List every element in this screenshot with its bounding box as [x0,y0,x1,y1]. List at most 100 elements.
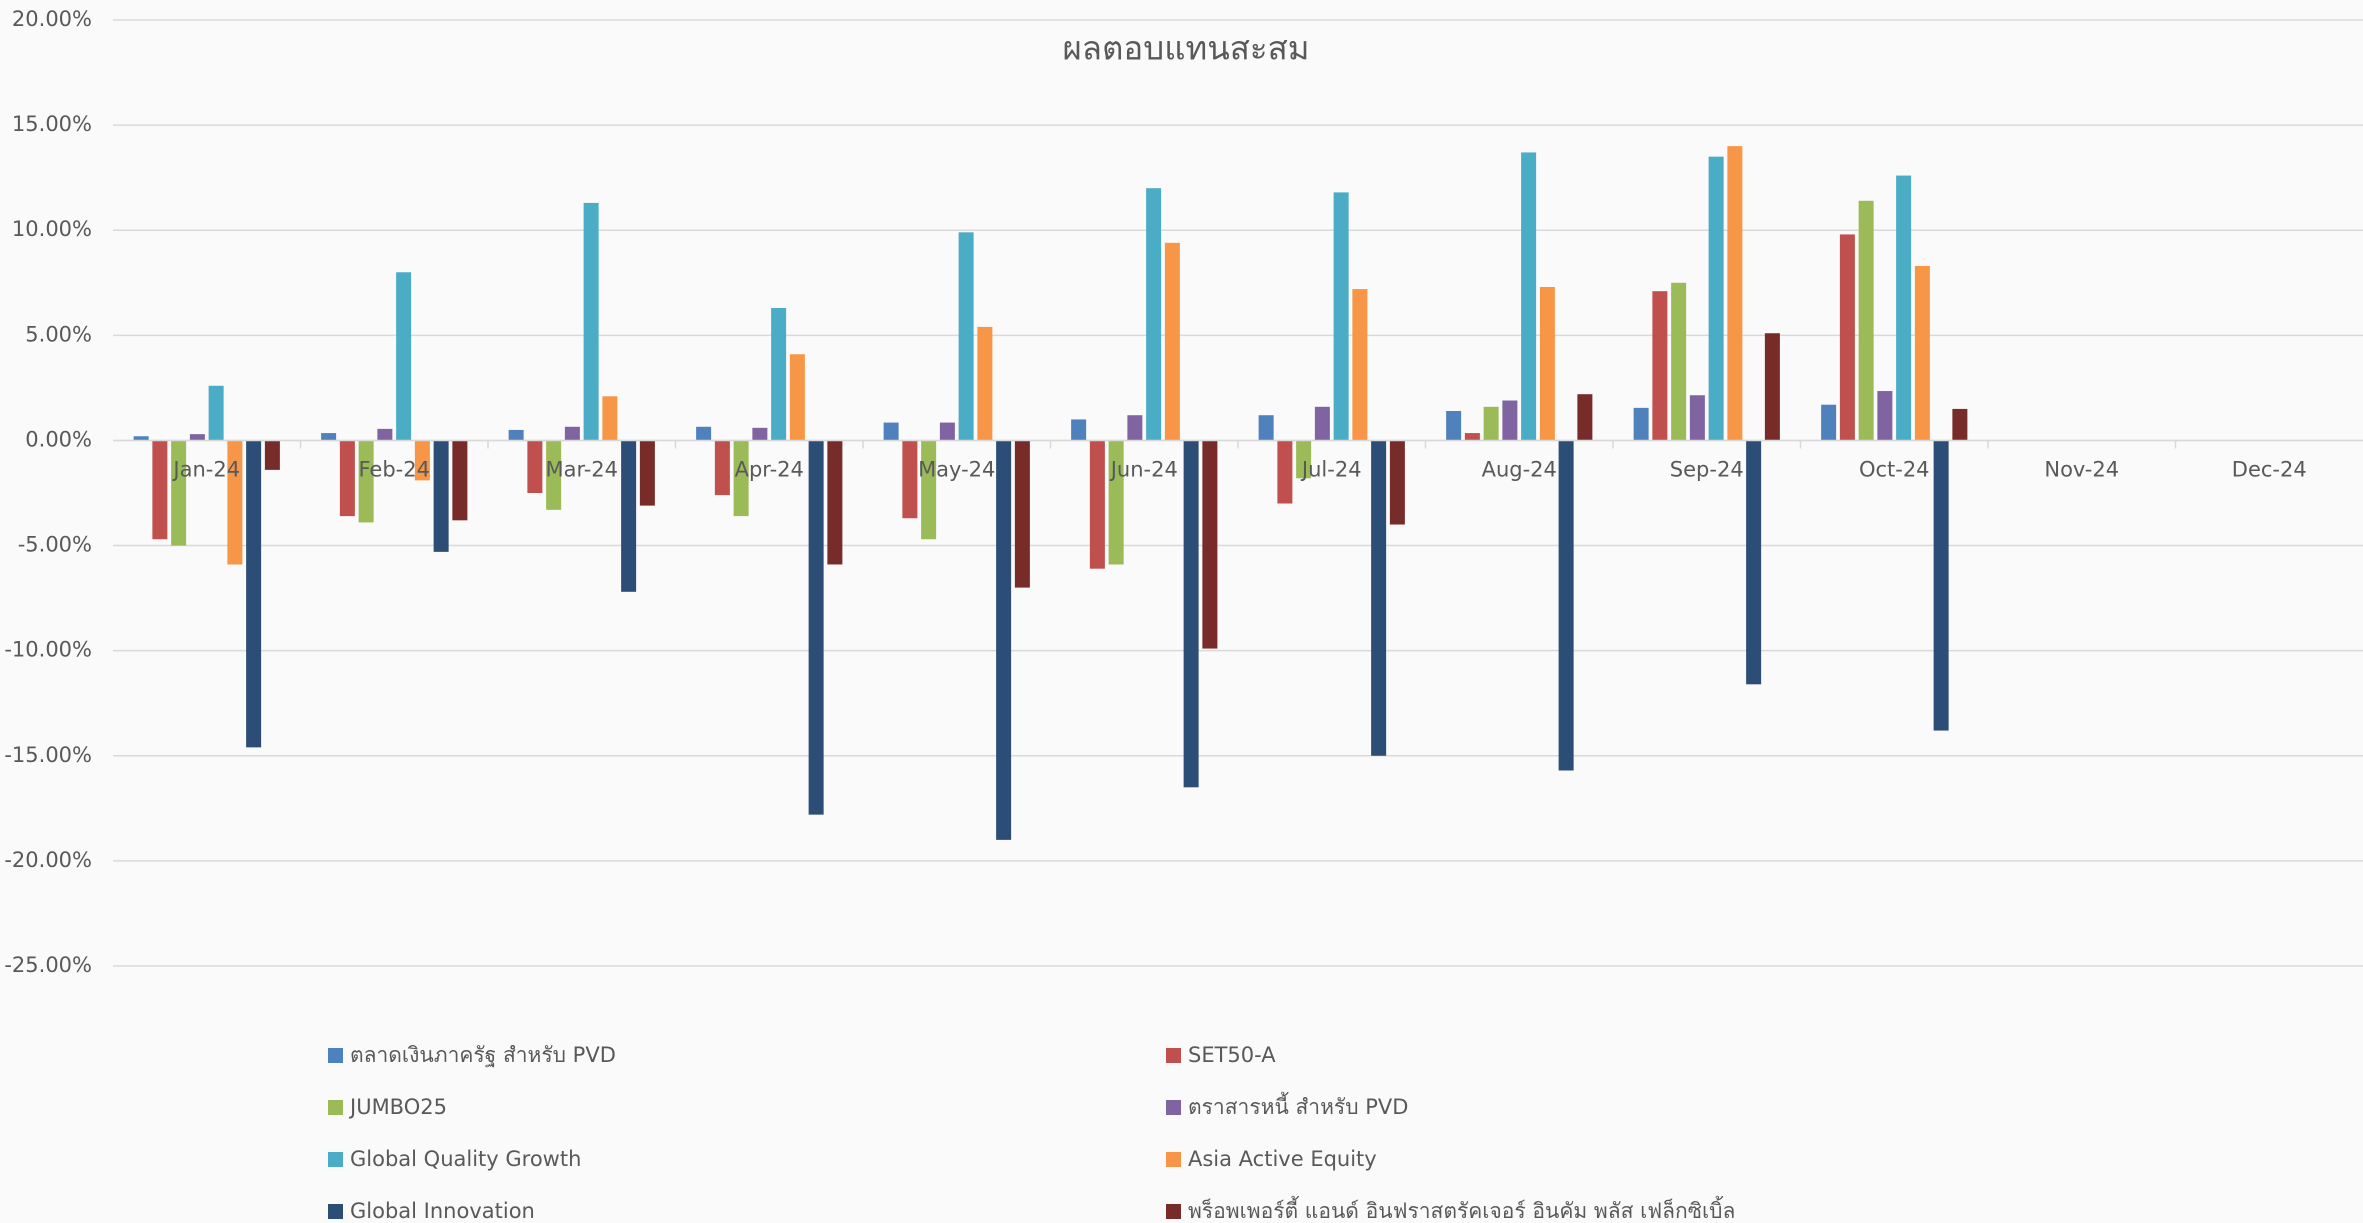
bar [1671,282,1687,441]
bar [1689,395,1705,441]
x-tick-label: Feb-24 [359,457,430,481]
bar [1277,440,1293,504]
x-tick-label: Sep-24 [1670,457,1744,481]
bar [583,202,599,441]
bar [939,422,955,441]
bar [1708,156,1724,441]
bar [1952,408,1968,441]
bar [1746,440,1762,685]
y-tick-label: 10.00% [12,217,92,241]
bar [602,396,618,441]
bar [1839,234,1855,441]
y-tick-label: -20.00% [4,848,92,872]
bar [414,440,430,481]
bar [1352,289,1368,441]
bar [1446,411,1462,441]
bar [1652,291,1668,441]
bar [1371,440,1387,756]
bar [1089,440,1105,569]
legend-label: JUMBO25 [348,1095,447,1119]
bar [1127,415,1143,441]
bar [1108,440,1124,565]
bar [452,440,468,521]
bar [433,440,449,552]
bar [1502,400,1518,441]
legend-label: Asia Active Equity [1188,1147,1377,1171]
legend-swatch [328,1100,343,1115]
chart-title: ผลตอบแทนสะสม [1062,29,1309,68]
bar [264,440,280,470]
bar [1577,394,1593,441]
bar [1333,192,1349,441]
y-tick-label: -15.00% [4,743,92,767]
bar [189,434,205,441]
bar [1727,146,1743,441]
legend-label: ตลาดเงินภาครัฐ สำหรับ PVD [350,1043,616,1067]
legend-swatch [328,1204,343,1219]
bar [358,440,374,523]
bar [771,308,787,441]
bar [1202,440,1218,649]
x-tick-label: Nov-24 [2044,457,2119,481]
bar [958,232,974,441]
legend-swatch [1166,1048,1181,1063]
bar [1014,440,1030,588]
x-tick-label: Dec-24 [2232,457,2307,481]
bar [827,440,843,565]
bar [1314,406,1330,441]
bar [396,272,412,441]
bar [1914,265,1930,441]
y-tick-label: 5.00% [25,322,92,346]
bar [1858,200,1874,441]
bar [321,433,337,441]
legend-swatch [1166,1204,1181,1219]
bar [1164,242,1180,441]
legend-label: Global Quality Growth [350,1147,581,1171]
bar [1933,440,1949,731]
bar [171,440,187,546]
bar [752,427,768,441]
bar [733,440,749,517]
bar [227,440,243,565]
bar [1464,433,1480,441]
bar [1877,391,1893,441]
bar [714,440,730,496]
bar [1258,415,1274,441]
bar [639,440,655,506]
bar [902,440,918,519]
bar [508,429,524,441]
bar [1389,440,1405,525]
legend-label: พร็อพเพอร์ตี้ แอนด์ อินฟราสตรัคเจอร์ อิน… [1188,1196,1735,1223]
bar [527,440,543,493]
bar [546,440,562,510]
legend-swatch [328,1152,343,1167]
bar [996,440,1012,840]
bar [339,440,355,517]
legend-label: Global Innovation [350,1199,535,1223]
legend-swatch [1166,1100,1181,1115]
bar [921,440,937,540]
x-tick-label: Aug-24 [1482,457,1557,481]
bar [808,440,824,815]
bar [1183,440,1199,788]
bar [1896,175,1912,441]
y-tick-label: -10.00% [4,638,92,662]
x-tick-label: Jun-24 [1109,457,1178,481]
legend-swatch [328,1048,343,1063]
x-tick-label: Jan-24 [171,457,240,481]
bar [208,385,224,441]
x-tick-label: Apr-24 [735,457,804,481]
bar [883,422,899,441]
bar [789,354,805,441]
y-tick-label: 0.00% [25,427,92,451]
bar [1071,419,1087,441]
bar [152,440,168,540]
bar [1146,188,1162,441]
x-tick-label: Mar-24 [545,457,618,481]
bar [133,436,149,441]
bar [377,428,393,441]
x-tick-label: Jul-24 [1300,457,1362,481]
bar [1633,407,1649,441]
